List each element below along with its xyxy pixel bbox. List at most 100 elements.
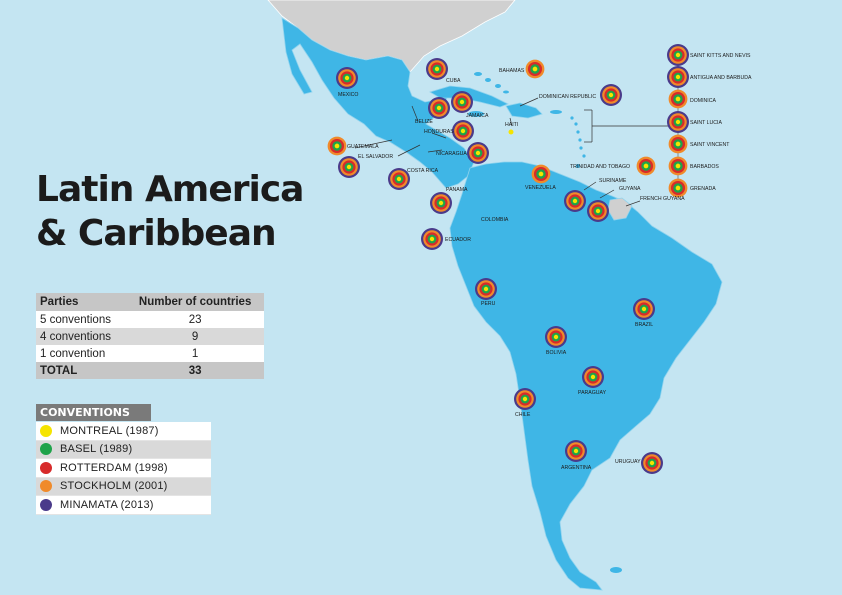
country-label: BELIZE [415,119,433,125]
country-marker [426,58,448,80]
table-total-row: TOTAL 33 [36,362,264,379]
country-marker [667,66,689,88]
marker-ring [553,334,559,340]
country-label: HONDURAS [424,129,454,135]
country-label: BARBADOS [690,164,719,170]
country-label: NICARAGUA [436,151,467,157]
puerto-rico-island [550,110,562,114]
marker-ring [522,396,528,402]
marker-ring [675,74,681,80]
marker-ring [572,198,578,204]
country-marker [668,89,688,109]
rotterdam-dot-icon [40,461,52,474]
country-marker [641,452,663,474]
country-label: ECUADOR [445,237,471,243]
country-marker [428,97,450,119]
stockholm-dot-icon [40,480,52,493]
country-label: PERU [481,301,496,307]
row-label: 4 conventions [36,328,127,345]
montreal-dot-icon [40,424,52,437]
country-label: JAMAICA [466,113,489,119]
country-label: EL SALVADOR [358,154,393,160]
country-label: FRENCH GUYANA [640,196,685,202]
legend-label: BASEL (1989) [60,443,133,456]
marker-ring [346,164,352,170]
falkland-islands [610,567,622,573]
country-label: PARAGUAY [578,390,607,396]
marker-ring [438,200,444,206]
legend-label: MINAMATA (2013) [60,498,154,511]
marker-ring [675,96,681,102]
basel-dot-icon [40,443,52,456]
marker-ring [675,185,681,191]
country-marker [430,192,452,214]
marker-ring [595,208,601,214]
row-label: 1 convention [36,345,127,362]
country-marker [467,142,489,164]
country-label: DOMINICA [690,98,716,104]
country-marker [582,366,604,388]
country-marker [508,129,514,135]
country-label: PANAMA [446,187,468,193]
country-marker [327,136,347,156]
conventions-legend: MONTREAL (1987) BASEL (1989) ROTTERDAM (… [36,422,211,515]
marker-ring [483,286,489,292]
marker-ring [675,141,681,147]
country-label: DOMINICAN REPUBLIC [539,94,596,100]
country-label: GUATEMALA [347,144,379,150]
marker-ring [508,129,514,135]
row-value: 9 [126,328,264,345]
country-label: SAINT LUCIA [690,120,722,126]
marker-ring [649,460,655,466]
country-label: COLOMBIA [481,217,509,223]
country-label: BAHAMAS [499,68,525,74]
marker-ring [675,52,681,58]
jamaica-island [468,111,484,117]
title-line-2: & Caribbean [36,213,277,254]
country-label: TRINIDAD AND TOBAGO [570,164,630,170]
country-marker [587,200,609,222]
legend-label: STOCKHOLM (2001) [60,480,168,493]
marker-ring [436,105,442,111]
parties-table: Parties Number of countries 5 convention… [36,293,264,379]
country-marker [525,59,545,79]
country-marker [475,278,497,300]
country-marker [388,168,410,190]
legend-item: BASEL (1989) [36,440,211,459]
table-row: 4 conventions 9 [36,328,264,345]
country-marker [668,156,688,176]
marker-ring [675,119,681,125]
minamata-dot-icon [40,498,52,511]
country-label: CUBA [446,78,461,84]
country-label: GUYANA [619,186,641,192]
marker-ring [396,176,402,182]
table-row: 5 conventions 23 [36,311,264,328]
country-label: ANTIGUA AND BARBUDA [690,75,752,81]
row-value: 23 [126,311,264,328]
country-label: SAINT VINCENT [690,142,730,148]
bahamas-islands [474,72,509,94]
country-marker [336,67,358,89]
marker-ring [334,143,340,149]
row-label: 5 conventions [36,311,127,328]
country-label: COSTA RICA [407,168,439,174]
lesser-antilles-islands [570,116,586,168]
country-labels: MEXICO CUBA BAHAMAS BELIZE JAMAICA HONDU… [338,53,752,471]
marker-ring [590,374,596,380]
country-label: BRAZIL [635,322,653,328]
marker-ring [434,66,440,72]
country-label: MEXICO [338,92,358,98]
total-value: 33 [126,362,264,379]
country-marker [451,91,473,113]
table-row: 1 convention 1 [36,345,264,362]
country-label: BOLIVIA [546,350,567,356]
legend-item: MONTREAL (1987) [36,422,211,441]
marker-ring [532,66,538,72]
count-column-header: Number of countries [126,293,264,311]
marker-ring [643,163,649,169]
legend-item: ROTTERDAM (1998) [36,459,211,478]
country-marker [514,388,536,410]
legend-label: MONTREAL (1987) [60,424,159,437]
country-label: URUGUAY [615,459,641,465]
country-marker [668,134,688,154]
